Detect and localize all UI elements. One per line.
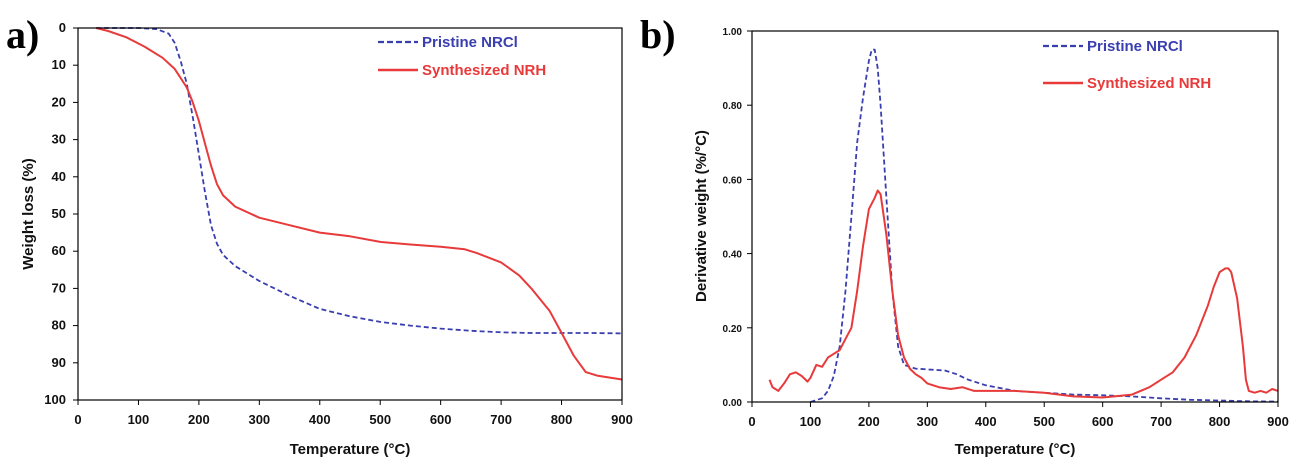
panel-b-label: b) [640,12,676,57]
panel-b-y-tick-label: 0.00 [723,398,743,409]
panel-b-y-tick-label: 0.20 [723,324,743,335]
panel-a-x-tick-label: 700 [490,412,512,427]
panel-b-y-tick-label: 0.60 [723,175,743,186]
panel-b-series-line-synthesized-nrh [768,189,1279,399]
panel-a-x-tick-label: 0 [74,412,81,427]
panel-b-x-tick-label: 400 [975,414,997,429]
panel-b-y-tick-label: 0.80 [723,101,743,112]
panel-b-frame [751,30,1279,403]
panel-a-x-tick-label: 600 [430,412,452,427]
legend-label-synthesized: Synthesized NRH [422,62,546,79]
panel-a-y-tick-label: 90 [52,355,66,370]
panel-a-frame [77,27,623,401]
panel-a-x-axis-label: Temperature (°C) [290,441,411,458]
panel-b-x-tick-label: 200 [858,414,880,429]
panel-a-label: a) [6,12,39,57]
panel-a-y-tick-label: 100 [44,392,66,407]
panel-a-y-axis-label: Weight loss (%) [20,158,37,269]
panel-a-x-tick-label: 500 [369,412,391,427]
panel-a-y-tick-label: 60 [52,243,66,258]
panel-b-x-tick-label: 500 [1033,414,1055,429]
panel-a-y-tick-label: 0 [59,20,66,35]
panel-b-series-line-pristine-nrcl [810,48,1279,403]
panel-a-series-line-synthesized-nrh [95,27,623,381]
legend-label-synthesized: Synthesized NRH [1087,75,1211,92]
panel-b-chart: b) 0 100 200 300 400 500 600 700 800 900 0.00 0.20 0… [640,12,1289,458]
panel-b-x-tick-label: 300 [916,414,938,429]
panel-a-x-tick-label: 900 [611,412,633,427]
panel-b-x-tick-label: 600 [1092,414,1114,429]
panel-b-x-axis-label: Temperature (°C) [955,441,1076,458]
panel-a-x-tick-label: 400 [309,412,331,427]
panel-a-y-tick-label: 10 [52,57,66,72]
panel-b-y-tick-label: 1.00 [723,27,743,38]
panel-b-y-axis-label: Derivative weight (%/°C) [693,130,710,302]
panel-a-x-tick-label: 200 [188,412,210,427]
panel-b-x-tick-label: 100 [800,414,822,429]
panel-a-chart: a) 0 100 200 300 400 500 600 700 800 900 0 10 20 30 40… [6,12,633,458]
panel-b-x-tick-label: 900 [1267,414,1289,429]
panel-a-y-tick-label: 80 [52,318,66,333]
panel-a-legend: Pristine NRCl Synthesized NRH [378,34,546,79]
panel-a-y-tick-label: 40 [52,169,66,184]
panel-b-legend: Pristine NRCl Synthesized NRH [1043,38,1211,92]
legend-label-pristine: Pristine NRCl [1087,38,1183,55]
panel-a-y-tick-label: 20 [52,94,66,109]
panel-b-x-tick-label: 800 [1209,414,1231,429]
panel-a-x-tick-label: 800 [551,412,573,427]
panel-a-x-tick-label: 300 [248,412,270,427]
panel-a-y-tick-label: 30 [52,132,66,147]
panel-a-x-tick-label: 100 [128,412,150,427]
panel-a-y-tick-label: 70 [52,280,66,295]
panel-b-x-tick-label: 700 [1150,414,1172,429]
panel-b-y-tick-label: 0.40 [723,250,743,261]
panel-a-y-tick-label: 50 [52,206,66,221]
panel-b-x-tick-label: 0 [748,414,755,429]
legend-label-pristine: Pristine NRCl [422,34,518,51]
